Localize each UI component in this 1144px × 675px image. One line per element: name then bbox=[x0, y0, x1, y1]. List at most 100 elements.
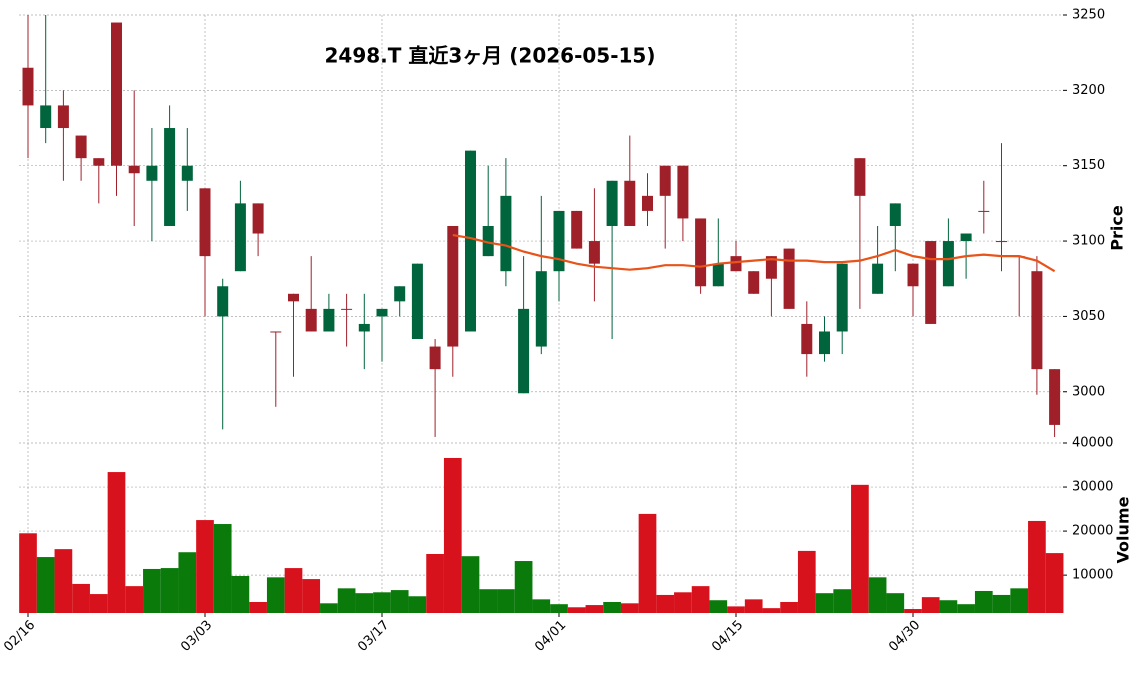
volume-bar bbox=[780, 601, 798, 613]
volume-tick-label: 30000 bbox=[1072, 480, 1113, 495]
y-tick-label: 3250 bbox=[1072, 8, 1105, 23]
y-axis-label: Price bbox=[1108, 205, 1127, 251]
volume-bar bbox=[709, 600, 728, 613]
candle-body bbox=[341, 308, 353, 310]
y-tick-label: 3000 bbox=[1072, 384, 1105, 399]
volume-bar bbox=[497, 589, 515, 613]
candle-body bbox=[1049, 369, 1061, 425]
volume-bar bbox=[674, 592, 692, 613]
y-tick-label: 3100 bbox=[1072, 234, 1105, 249]
x-tick-label: 03/17 bbox=[355, 618, 392, 655]
candle-body bbox=[571, 210, 583, 249]
volume-bar bbox=[125, 586, 144, 613]
candle-body bbox=[765, 256, 777, 279]
y-tick-label: 3200 bbox=[1072, 83, 1105, 98]
volume-bar bbox=[266, 577, 285, 613]
candle-body bbox=[465, 150, 476, 332]
volume-bar bbox=[514, 561, 533, 613]
candle-body bbox=[783, 248, 795, 309]
volume-tick-label: 40000 bbox=[1072, 436, 1113, 451]
volume-bar bbox=[337, 588, 356, 613]
candle-body bbox=[960, 233, 972, 242]
candle-body bbox=[677, 165, 689, 219]
volume-bar bbox=[355, 593, 374, 613]
volume-bar bbox=[36, 557, 55, 613]
candle-body bbox=[75, 135, 87, 159]
candle-body bbox=[854, 158, 866, 196]
candle-body bbox=[57, 105, 69, 129]
volume-bar bbox=[390, 590, 409, 613]
volume-bar bbox=[921, 597, 940, 613]
volume-bar bbox=[992, 594, 1011, 613]
candle-body bbox=[252, 203, 264, 234]
candle-body bbox=[553, 210, 565, 272]
volume-bar bbox=[320, 603, 338, 613]
volume-bar bbox=[567, 607, 586, 613]
volume-bar bbox=[532, 599, 551, 613]
candle-body bbox=[535, 271, 547, 347]
volume-bar bbox=[479, 589, 498, 613]
volume-axis-label: Volume bbox=[1114, 496, 1133, 563]
volume-bar bbox=[231, 576, 250, 613]
candle-body bbox=[482, 225, 494, 257]
x-tick-label: 03/03 bbox=[178, 618, 215, 655]
volume-bar bbox=[249, 601, 267, 613]
volume-bar bbox=[178, 552, 197, 613]
moving-average bbox=[452, 233, 1056, 273]
candle-body bbox=[288, 293, 299, 302]
volume-bar bbox=[886, 593, 905, 613]
candle-body bbox=[1031, 271, 1043, 370]
volume-bar bbox=[727, 606, 745, 613]
candle-body bbox=[996, 241, 1007, 243]
candle-body bbox=[942, 241, 954, 287]
candle-body bbox=[305, 308, 317, 332]
candle-body bbox=[925, 241, 937, 324]
volume-bar bbox=[72, 583, 90, 613]
candle-body bbox=[447, 225, 459, 347]
volume-bar bbox=[1028, 520, 1046, 613]
volume-bar bbox=[19, 533, 37, 613]
volume-tick-label: 10000 bbox=[1072, 568, 1113, 583]
candle-body bbox=[606, 180, 618, 226]
volume-bar bbox=[1045, 553, 1064, 613]
volume-bar bbox=[638, 513, 657, 613]
volume-tick-label: 20000 bbox=[1072, 524, 1113, 539]
volume-bar bbox=[302, 579, 321, 613]
candle-body bbox=[128, 165, 140, 174]
volume-bar bbox=[550, 604, 568, 613]
candle-body bbox=[199, 188, 211, 257]
volume-bar bbox=[54, 549, 73, 613]
candle-body bbox=[376, 308, 388, 317]
x-tick-label: 02/16 bbox=[1, 618, 38, 655]
volume-bar bbox=[797, 550, 816, 613]
candle-body bbox=[748, 271, 760, 294]
volume-bar bbox=[89, 594, 108, 613]
volume-bar bbox=[691, 586, 710, 613]
volume-bar bbox=[620, 603, 639, 613]
volume-bar bbox=[868, 577, 887, 613]
volume-bar bbox=[585, 605, 604, 613]
volume-bar bbox=[160, 568, 179, 613]
x-tick-label: 04/15 bbox=[709, 618, 746, 655]
candle-body bbox=[872, 263, 884, 294]
candle-body bbox=[712, 263, 724, 287]
volume-bar bbox=[461, 556, 480, 613]
volume-bar bbox=[939, 600, 958, 613]
volume-bar bbox=[408, 596, 427, 613]
candle-body bbox=[819, 331, 830, 355]
volume-bar bbox=[196, 520, 214, 613]
candle-body bbox=[40, 105, 52, 129]
volume-bar bbox=[426, 553, 444, 613]
candle-body bbox=[978, 210, 990, 212]
candle-body bbox=[234, 203, 246, 272]
x-tick-label: 04/01 bbox=[532, 618, 569, 655]
volume-bar bbox=[762, 608, 781, 613]
candle-body bbox=[164, 128, 176, 226]
volume-bar bbox=[143, 568, 161, 613]
candle-body bbox=[889, 203, 901, 226]
candle-body bbox=[93, 158, 105, 166]
candle-body bbox=[181, 165, 193, 181]
candle-body bbox=[907, 263, 919, 287]
candle-body bbox=[624, 180, 636, 226]
